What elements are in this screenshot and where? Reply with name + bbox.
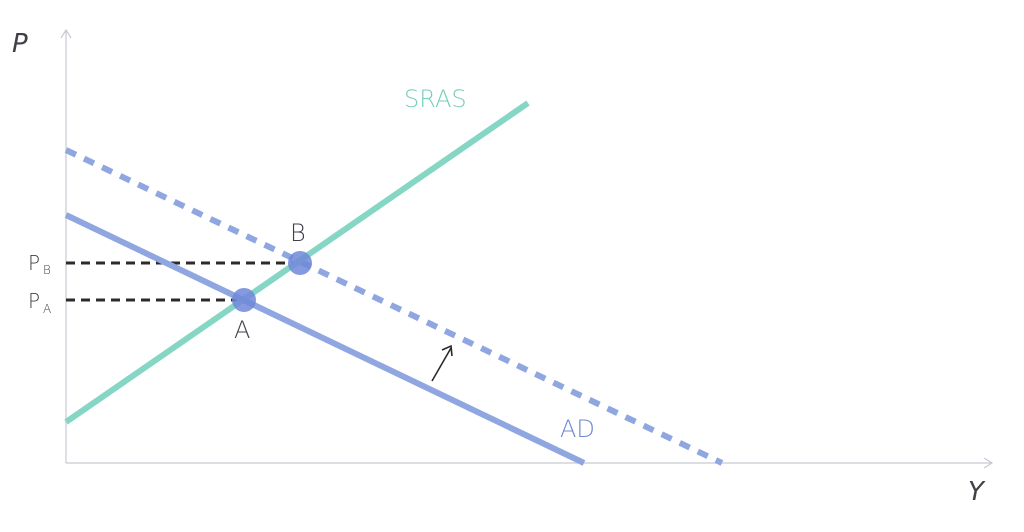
equilibrium-point-b	[288, 251, 312, 275]
axes	[60, 28, 994, 469]
shift-arrow-icon	[431, 344, 453, 382]
x-axis-arrow-icon	[983, 457, 994, 469]
pa-label-sub: A	[43, 302, 51, 316]
y-axis-label: P	[12, 29, 28, 59]
point-a-label: A	[234, 316, 250, 344]
x-axis-label: Y	[968, 477, 986, 507]
ad-label: AD	[560, 415, 595, 443]
ad-curve	[64, 212, 586, 466]
sras-label: SRAS	[404, 85, 467, 113]
pb-label-sub: B	[43, 263, 51, 277]
price-level-pb: P B	[28, 251, 51, 277]
equilibrium-point-a	[232, 288, 256, 312]
y-axis-arrow-icon	[60, 28, 72, 39]
ad-shifted-curve	[64, 147, 724, 466]
pa-label-main: P	[28, 289, 40, 313]
price-level-pa: P A	[28, 289, 51, 316]
pb-label-main: P	[28, 251, 40, 275]
point-b-label: B	[290, 219, 306, 247]
